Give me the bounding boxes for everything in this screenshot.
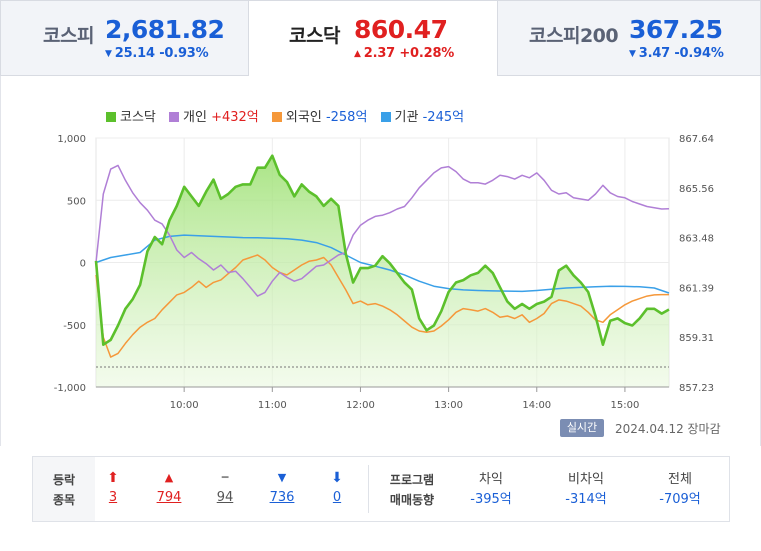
unchanged-icon: ━ [221, 471, 229, 484]
legend-label: 외국인 [285, 110, 322, 125]
rise-icon: ▲ [164, 471, 174, 484]
series-line-foreign [95, 254, 669, 358]
program-non-arbitrage: 비차익 -314억 [546, 470, 626, 510]
tab-kospi200[interactable]: 코스피200 367.25 ▼ 3.47 -0.94% [497, 0, 761, 76]
divider [368, 465, 369, 513]
count-value[interactable]: 94 [216, 490, 234, 505]
count-value[interactable]: 3 [108, 490, 118, 505]
program-item-value: -314억 [565, 492, 607, 507]
change-percent: -0.93% [159, 46, 209, 61]
count-rise[interactable]: ▲ 794 [149, 468, 189, 508]
chart-series [94, 154, 670, 387]
change-amount: 2.37 [363, 46, 396, 61]
y-right-tick-label: 865.56 [679, 184, 714, 195]
advance-decline-label: 등락 종목 [33, 457, 95, 521]
y-right-tick-label: 863.48 [679, 234, 714, 245]
legend-swatch [271, 112, 282, 122]
y-right-tick-label: 867.64 [679, 134, 714, 145]
chart-axes: 1,000 500 0 -500 -1,000 867.64 865.56 863.48 861… [54, 134, 714, 411]
label-line: 매매동향 [389, 493, 435, 507]
legend-value: -245억 [422, 110, 465, 125]
x-tick-label: 11:00 [258, 400, 287, 411]
tab-name: 코스피200 [529, 25, 619, 47]
count-fall[interactable]: ▼ 736 [262, 468, 302, 508]
fall-icon: ▼ [629, 49, 636, 59]
legend-label: 기관 [394, 110, 419, 125]
count-lower-limit[interactable]: ⬇ 0 [317, 468, 357, 508]
y-left-tick-label: 1,000 [57, 134, 86, 145]
index-tabs: 코스피 2,681.82 ▼ 25.14 -0.93% 코스닥 860.47 ▲ 2… [0, 0, 761, 76]
legend-label: 코스닥 [120, 110, 156, 125]
y-left-tick-label: -1,000 [54, 383, 86, 394]
program-item-value: -395억 [470, 492, 512, 507]
count-unchanged[interactable]: ━ 94 [205, 468, 245, 508]
y-left-tick-label: 500 [67, 196, 86, 207]
upper-limit-icon: ⬆ [107, 470, 119, 486]
x-tick-label: 10:00 [170, 400, 199, 411]
y-left-tick-label: -500 [63, 321, 86, 332]
change-percent: +0.28% [399, 46, 455, 61]
index-value: 367.25 [629, 15, 723, 44]
label-line: 종목 [52, 493, 76, 507]
change-amount: 25.14 [114, 46, 155, 61]
program-total: 전체 -709억 [640, 470, 720, 510]
fall-icon: ▼ [105, 49, 112, 59]
change-percent: -0.94% [674, 46, 724, 61]
count-value[interactable]: 736 [269, 490, 295, 505]
label-line: 프로그램 [389, 473, 435, 487]
program-item-label: 차익 [479, 472, 503, 487]
legend-swatch [169, 112, 180, 122]
y-left-tick-label: 0 [80, 259, 86, 270]
chart-legend: 코스닥 개인 +432억 외국인 -258억 기관 -245억 [106, 106, 473, 125]
label-line: 등락 [52, 473, 76, 487]
count-value[interactable]: 0 [332, 490, 342, 505]
x-tick-label: 13:00 [434, 400, 463, 411]
x-tick-label: 12:00 [346, 400, 375, 411]
tab-kosdaq[interactable]: 코스닥 860.47 ▲ 2.37 +0.28% [249, 0, 497, 76]
count-value[interactable]: 794 [156, 490, 182, 505]
legend-swatch [380, 112, 391, 122]
x-tick-label: 15:00 [611, 400, 640, 411]
realtime-badge[interactable]: 실시간 [560, 419, 604, 437]
legend-item-individual[interactable]: 개인 +432억 [169, 106, 259, 125]
x-tick-label: 14:00 [522, 400, 551, 411]
series-line-institution [95, 234, 670, 294]
kosdaq-area [96, 155, 669, 387]
index-value: 860.47 [354, 15, 448, 44]
index-value: 2,681.82 [105, 15, 225, 44]
program-item-label: 전체 [668, 472, 692, 487]
series-line-kosdaq [94, 154, 670, 347]
index-change: ▼ 25.14 -0.93% [105, 46, 209, 61]
market-date-status: 2024.04.12 장마감 [615, 422, 721, 436]
program-trading-label: 프로그램 매매동향 [383, 470, 441, 510]
legend-value: -258억 [325, 110, 368, 125]
y-right-tick-label: 861.39 [679, 283, 714, 294]
y-right-tick-label: 859.31 [679, 333, 714, 344]
tab-name: 코스닥 [289, 25, 340, 47]
rise-icon: ▲ [354, 49, 361, 59]
legend-label: 개인 [183, 110, 207, 125]
fall-icon: ▼ [277, 471, 287, 484]
program-item-value: -709억 [659, 492, 701, 507]
count-upper-limit[interactable]: ⬆ 3 [93, 468, 133, 508]
tab-name: 코스피 [43, 25, 94, 47]
market-summary: 등락 종목 ⬆ 3 ▲ 794 ━ 94 ▼ 736 ⬇ 0 프로그램 매매동향… [32, 456, 730, 522]
program-item-label: 비차익 [568, 472, 604, 487]
series-line-individual [95, 164, 670, 297]
program-arbitrage: 차익 -395억 [451, 470, 531, 510]
index-change: ▼ 3.47 -0.94% [629, 46, 724, 61]
legend-value: +432억 [211, 110, 259, 125]
legend-item-foreign[interactable]: 외국인 -258억 [271, 106, 368, 125]
y-right-tick-label: 857.23 [679, 383, 714, 394]
lower-limit-icon: ⬇ [331, 470, 343, 486]
index-change: ▲ 2.37 +0.28% [354, 46, 454, 61]
change-amount: 3.47 [638, 46, 671, 61]
legend-item-institution[interactable]: 기관 -245억 [380, 106, 465, 125]
legend-item-kosdaq[interactable]: 코스닥 [106, 106, 156, 125]
legend-swatch [106, 112, 116, 122]
tab-kospi[interactable]: 코스피 2,681.82 ▼ 25.14 -0.93% [0, 0, 249, 76]
